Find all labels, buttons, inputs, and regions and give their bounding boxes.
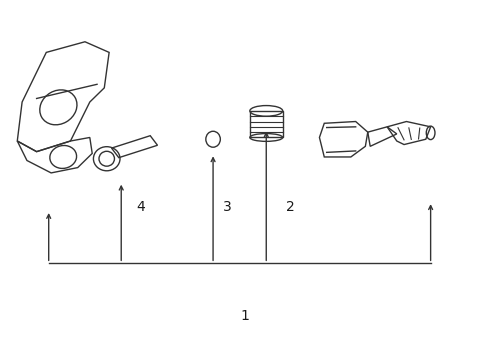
Bar <box>249 111 282 138</box>
Text: 3: 3 <box>223 199 231 213</box>
Text: 1: 1 <box>240 310 248 324</box>
Text: 4: 4 <box>136 199 144 213</box>
Text: 2: 2 <box>285 199 294 213</box>
